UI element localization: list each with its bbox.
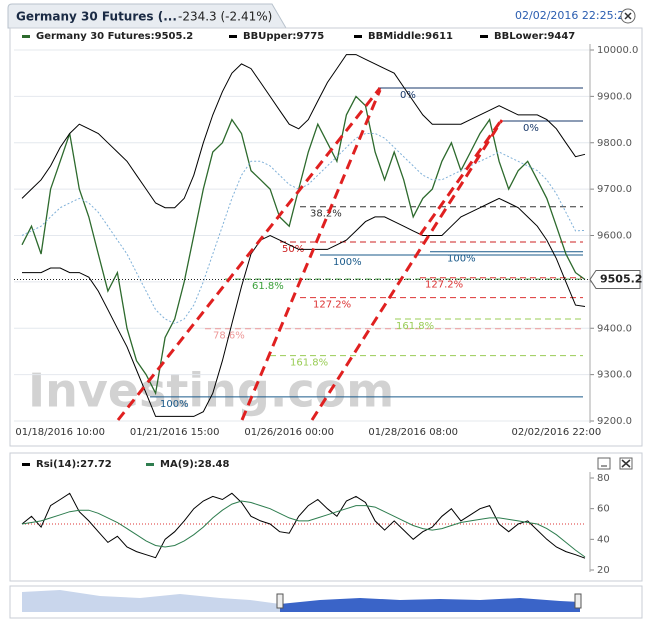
fib-label: 0% [400,90,416,101]
y-tick-label: 9200.0 [597,416,632,427]
watermark: Investing.com [28,364,394,418]
last-price-box [589,269,641,289]
legend-entry: Germany 30 Futures:9505.2 [36,31,193,42]
fib-trendline [310,119,504,421]
legend-entry: MA(9):28.48 [160,459,229,470]
x-tick-label: 01/18/2016 10:00 [15,427,105,438]
fib-trendline [116,87,382,421]
fib-label: 61.8% [252,281,284,292]
y-tick-label: 9700.0 [597,184,632,195]
rsi-panel: 20 40 60 80 Rsi(14):27.72 MA(9):28.48 [21,459,610,576]
y-tick-label: 60 [597,504,610,515]
price-panel: 9200.09300.09400.09500.09600.09700.09800… [14,31,642,438]
legend-swatch [229,35,237,38]
rsi-frame [9,452,643,582]
y-tick-label: 20 [597,565,610,576]
y-tick-label: 9900.0 [597,91,632,102]
x-tick-label: 01/28/2016 08:00 [368,427,458,438]
series-line [21,54,586,209]
fib-label: 127.2% [313,300,351,311]
legend-entry: BBUpper:9775 [243,31,324,42]
close-icon [624,12,632,20]
legend-swatch [22,463,30,466]
y-tick-label: 9400.0 [597,323,632,334]
y-tick-label: 80 [597,473,610,484]
fib-label: 100% [447,254,476,265]
last-price-label: 9505.2 [600,272,642,285]
x-tick-label: 02/02/2016 22:00 [512,427,602,438]
legend-entry: BBMiddle:9611 [368,31,453,42]
legend-swatch [354,35,362,38]
legend-entry: BBLower:9447 [494,31,575,42]
legend-swatch [146,463,154,466]
navigator-history [22,590,280,612]
fib-trendline [418,121,502,236]
minimize-button[interactable] [597,457,611,470]
fib-trendline [240,89,382,421]
navigator-handle[interactable] [574,593,582,609]
remove-icon [621,459,631,468]
legend-swatch [480,35,488,38]
x-tick-label: 01/26/2016 00:00 [244,427,334,438]
legend-swatch [22,35,30,38]
series-line [22,197,586,417]
series-line [21,95,586,396]
x-tick-label: 01/21/2016 15:00 [130,427,220,438]
series-line [21,500,586,558]
y-tick-label: 9800.0 [597,138,632,149]
fib-label: 127.2% [425,280,463,291]
fib-label: 50% [282,244,304,255]
fib-label: 100% [160,399,189,410]
fib-label: 38.2% [310,209,342,220]
y-tick-label: 40 [597,534,610,545]
navigator-window [280,598,580,612]
y-tick-label: 10000.0 [597,45,638,56]
y-tick-label: 9600.0 [597,231,632,242]
y-tick-label: 9300.0 [597,370,632,381]
tab[interactable] [7,3,287,29]
main-frame [9,27,643,447]
series-line [21,492,586,559]
change: -234.3 (-2.41%) [178,10,272,24]
fib-label: 161.8% [290,358,328,369]
timestamp: 02/02/2016 22:25:22 [515,9,631,22]
navigator-handle[interactable] [276,593,284,609]
fib-label: 161.8% [396,321,434,332]
fib-label: 0% [523,123,539,134]
fib-label: 100% [333,257,362,268]
legend-entry: Rsi(14):27.72 [36,459,112,470]
instrument-title: Germany 30 Futures (... [16,10,177,24]
